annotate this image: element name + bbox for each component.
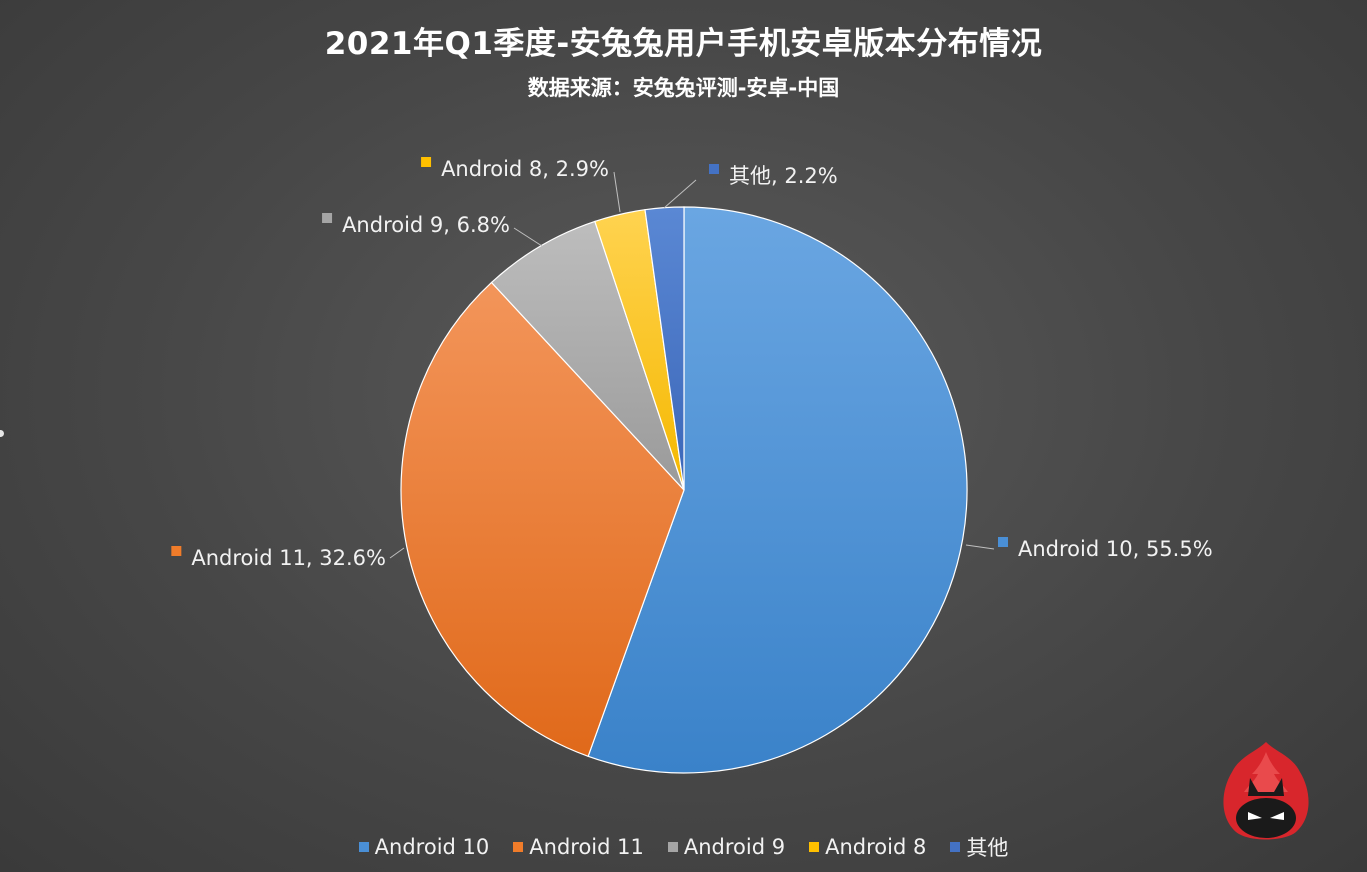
legend-swatch-5: [950, 842, 961, 852]
label-marker-1: [998, 537, 1008, 547]
legend-label-4: Android 8: [825, 835, 927, 859]
legend-item-5: 其他: [950, 832, 1008, 862]
leader-line-4: [613, 171, 621, 213]
pie-slice-2: [400, 281, 685, 758]
data-label-2: Android 11, 32.6%: [191, 546, 386, 570]
legend-item-1: Android 10: [358, 832, 490, 862]
data-label-5: 其他, 2.2%: [729, 164, 838, 188]
antutu-logo-icon: [1223, 742, 1309, 840]
data-label-4: Android 8, 2.9%: [441, 157, 609, 181]
pie-slice-3: [490, 220, 685, 491]
legend-swatch-4: [809, 842, 820, 852]
legend-item-3: Android 9: [667, 832, 786, 862]
legend-label-3: Android 9: [683, 835, 786, 859]
chart-subtitle: 数据来源：安兔兔评测-安卓-中国: [527, 76, 840, 100]
label-marker-3: [322, 213, 333, 223]
data-label-1: Android 10, 55.5%: [1018, 537, 1213, 561]
label-marker-5: [709, 164, 719, 174]
pie-slice-1: [587, 206, 968, 774]
leader-line-3: [513, 227, 543, 247]
legend-swatch-1: [358, 842, 369, 852]
legend-swatch-2: [513, 842, 524, 852]
legend-item-4: Android 8: [809, 832, 926, 862]
legend-label-1: Android 10: [374, 835, 490, 859]
leader-line-2: [389, 547, 405, 559]
chart-legend: Android 10 Android 11 Android 9 Android 8 其他: [0, 832, 1367, 862]
edge-dot: [0, 430, 4, 437]
label-marker-2: [171, 546, 182, 556]
chart-title: 2021年Q1季度-安兔兔用户手机安卓版本分布情况: [324, 26, 1043, 62]
leader-line-5: [663, 179, 697, 209]
data-label-3: Android 9, 6.8%: [342, 213, 510, 237]
label-marker-4: [421, 157, 432, 167]
leader-line-1: [965, 544, 995, 550]
legend-swatch-3: [667, 842, 678, 852]
legend-label-5: 其他: [966, 836, 1009, 860]
legend-label-2: Android 11: [529, 835, 644, 859]
legend-item-2: Android 11: [513, 832, 644, 862]
